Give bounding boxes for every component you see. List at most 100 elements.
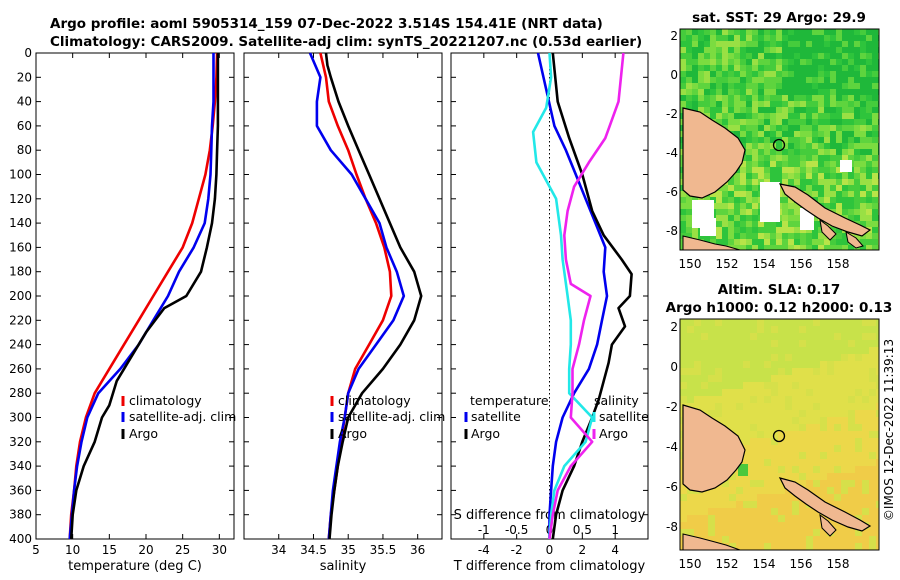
sst-cell [764,233,770,239]
sst-cell [788,65,794,71]
y-tick-label: 280 [9,386,32,400]
y-tick-label: 120 [9,192,32,206]
sla-cell [778,466,785,473]
sla-cell [778,410,785,417]
sla-cell [764,396,771,403]
sst-cell [806,131,812,137]
sst-cell [734,185,740,191]
y-tick-label: 300 [9,411,32,425]
sst-cell [794,95,800,101]
sst-cell [782,83,788,89]
sla-cell [827,361,834,368]
sla-cell [841,480,848,487]
sla-cell [806,536,813,543]
sla-cell [876,445,879,452]
sst-missing-data [760,182,780,222]
sst-cell [800,83,806,89]
sst-cell [812,35,818,41]
sst-cell [680,41,686,47]
series-line-s-argo [548,52,625,540]
sst-cell [854,167,860,173]
sst-cell [836,83,842,89]
sst-cell [830,83,836,89]
sla-cell [792,445,799,452]
sst-cell [800,65,806,71]
sst-cell [848,173,854,179]
sst-xtick-label: 150 [679,257,702,271]
sla-cell [687,368,694,375]
sst-cell [866,77,872,83]
sla-cell [855,319,862,326]
sst-cell [830,59,836,65]
sla-cell [757,319,764,326]
sst-cell [764,125,770,131]
sla-cell [715,347,722,354]
sst-cell [854,53,860,59]
sst-cell [872,197,878,203]
sla-cell [694,501,701,508]
sst-cell [776,119,782,125]
sst-cell [866,239,872,245]
sst-cell [854,173,860,179]
sst-cell [758,107,764,113]
sst-cell [740,53,746,59]
sst-cell [722,113,728,119]
sst-cell [830,53,836,59]
sst-cell [770,167,776,173]
sst-cell [806,179,812,185]
sst-cell [758,161,764,167]
sla-cell [862,480,869,487]
sst-cell [782,77,788,83]
sla-cell [827,368,834,375]
sst-cell [830,125,836,131]
sla-cell [743,424,750,431]
sla-cell [827,459,834,466]
sst-cell [788,167,794,173]
sst-cell [752,203,758,209]
sla-cell [743,543,750,550]
sla-cell [785,396,792,403]
sst-cell [860,155,866,161]
sst-cell [848,47,854,53]
sst-cell [806,239,812,245]
sst-cell [794,245,800,250]
sst-cell [806,173,812,179]
sla-cell [743,368,750,375]
sst-cell [758,131,764,137]
sst-cell [758,125,764,131]
sla-cell [813,382,820,389]
sst-cell [692,59,698,65]
sla-cell [827,452,834,459]
sst-cell [830,131,836,137]
sla-cell [736,389,743,396]
sst-cell [728,71,734,77]
sst-cell [764,221,770,227]
sla-cell [778,354,785,361]
sla-cell [750,452,757,459]
sla-anomaly [738,464,748,476]
sst-cell [734,227,740,233]
sla-cell [771,382,778,389]
legend-label-t-satellite: satellite [471,409,521,424]
sla-cell [841,473,848,480]
sst-cell [746,245,752,250]
plot-frame [35,52,235,540]
sst-cell [776,29,782,35]
sla-cell [855,445,862,452]
sst-cell [818,125,824,131]
sst-cell [764,113,770,119]
sst-cell [812,167,818,173]
sst-cell [710,29,716,35]
sst-cell [752,95,758,101]
sst-cell [686,29,692,35]
sla-cell [792,389,799,396]
sst-cell [758,155,764,161]
sst-cell [728,29,734,35]
y-tick-label: 100 [9,168,32,182]
sla-cell [813,487,820,494]
sst-cell [854,191,860,197]
sst-cell [758,167,764,173]
sla-cell [750,445,757,452]
sla-cell [736,326,743,333]
sst-cell [704,65,710,71]
